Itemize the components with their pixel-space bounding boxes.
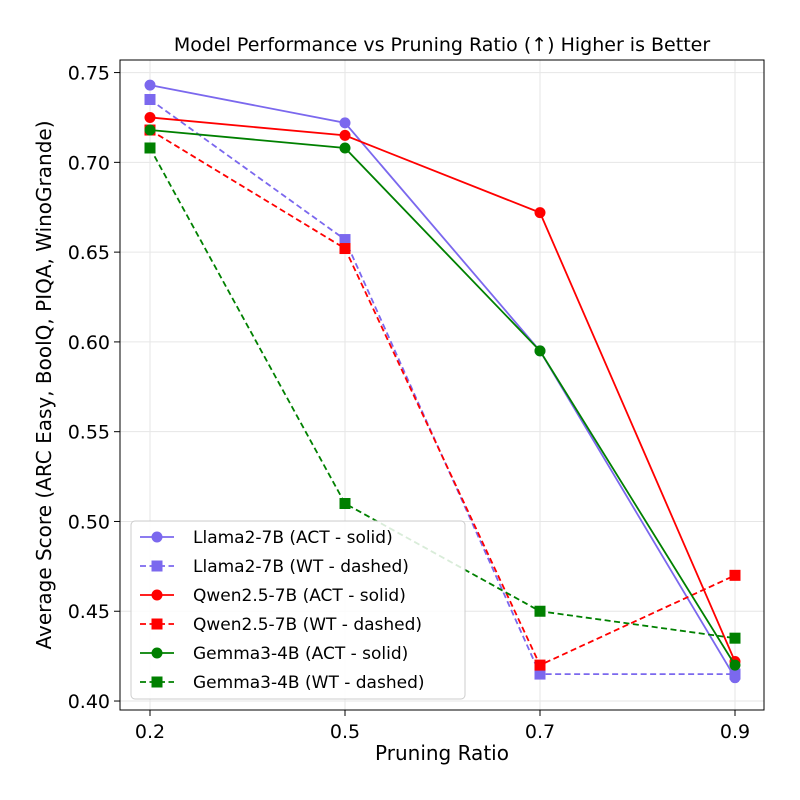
legend-label: Llama2-7B (WT - dashed) bbox=[193, 557, 409, 577]
series-4 bbox=[144, 124, 741, 671]
legend-box bbox=[130, 520, 466, 700]
x-tick-label: 0.7 bbox=[525, 721, 555, 743]
x-tick-label: 0.5 bbox=[330, 721, 360, 743]
plot-frame bbox=[119, 59, 765, 711]
data-point bbox=[534, 605, 546, 617]
data-point bbox=[144, 111, 156, 123]
data-point bbox=[339, 234, 351, 246]
legend-marker bbox=[151, 560, 163, 572]
legend-label: Gemma3-4B (ACT - solid) bbox=[193, 644, 408, 664]
data-point bbox=[144, 79, 156, 91]
y-tick-label: 0.50 bbox=[68, 511, 110, 533]
x-tick-label: 0.9 bbox=[720, 721, 750, 743]
legend-label: Qwen2.5-7B (ACT - solid) bbox=[193, 586, 406, 606]
data-point bbox=[534, 668, 546, 680]
data-point bbox=[339, 129, 351, 141]
data-point bbox=[729, 569, 741, 581]
series-line bbox=[149, 129, 736, 667]
data-point bbox=[339, 117, 351, 129]
data-point bbox=[144, 94, 156, 106]
legend: Llama2-7B (ACT - solid) Llama2-7B (WT - d… bbox=[130, 520, 466, 700]
data-point bbox=[144, 142, 156, 154]
y-tick-label: 0.70 bbox=[68, 152, 110, 174]
data-point bbox=[339, 498, 351, 510]
axis-ticks: 0.2 0.5 0.7 0.9 0.40 0.45 0.50 0.55 0.60 0.65 0.70… bbox=[68, 63, 750, 743]
legend-marker bbox=[151, 676, 163, 688]
chart-title: Model Performance vs Pruning Ratio (↑) H… bbox=[174, 34, 710, 56]
y-tick-label: 0.75 bbox=[68, 63, 110, 85]
legend-label: Llama2-7B (ACT - solid) bbox=[193, 528, 393, 548]
y-tick-label: 0.45 bbox=[68, 601, 110, 623]
y-tick-label: 0.65 bbox=[68, 242, 110, 264]
legend-marker bbox=[151, 531, 163, 543]
data-point bbox=[729, 659, 741, 671]
data-point bbox=[534, 659, 546, 671]
y-axis-label: Average Score (ARC Easy, BoolQ, PIQA, Wi… bbox=[32, 121, 56, 650]
series-line bbox=[149, 116, 736, 662]
legend-marker bbox=[151, 618, 163, 630]
data-point bbox=[534, 345, 546, 357]
data-point bbox=[339, 243, 351, 255]
y-tick-label: 0.40 bbox=[68, 691, 110, 713]
y-tick-label: 0.55 bbox=[68, 422, 110, 444]
y-tick-label: 0.60 bbox=[68, 332, 110, 354]
series-line bbox=[149, 84, 736, 679]
data-point bbox=[534, 207, 546, 219]
x-tick-label: 0.2 bbox=[135, 721, 165, 743]
data-point bbox=[729, 632, 741, 644]
data-point bbox=[339, 142, 351, 154]
legend-marker bbox=[151, 647, 163, 659]
legend-marker bbox=[151, 589, 163, 601]
legend-label: Qwen2.5-7B (WT - dashed) bbox=[193, 615, 422, 635]
legend-label: Gemma3-4B (WT - dashed) bbox=[193, 673, 425, 693]
x-axis-label: Pruning Ratio bbox=[375, 741, 509, 765]
grid bbox=[120, 60, 764, 710]
data-point bbox=[144, 124, 156, 136]
data-point bbox=[729, 668, 741, 680]
series-line bbox=[149, 129, 736, 666]
